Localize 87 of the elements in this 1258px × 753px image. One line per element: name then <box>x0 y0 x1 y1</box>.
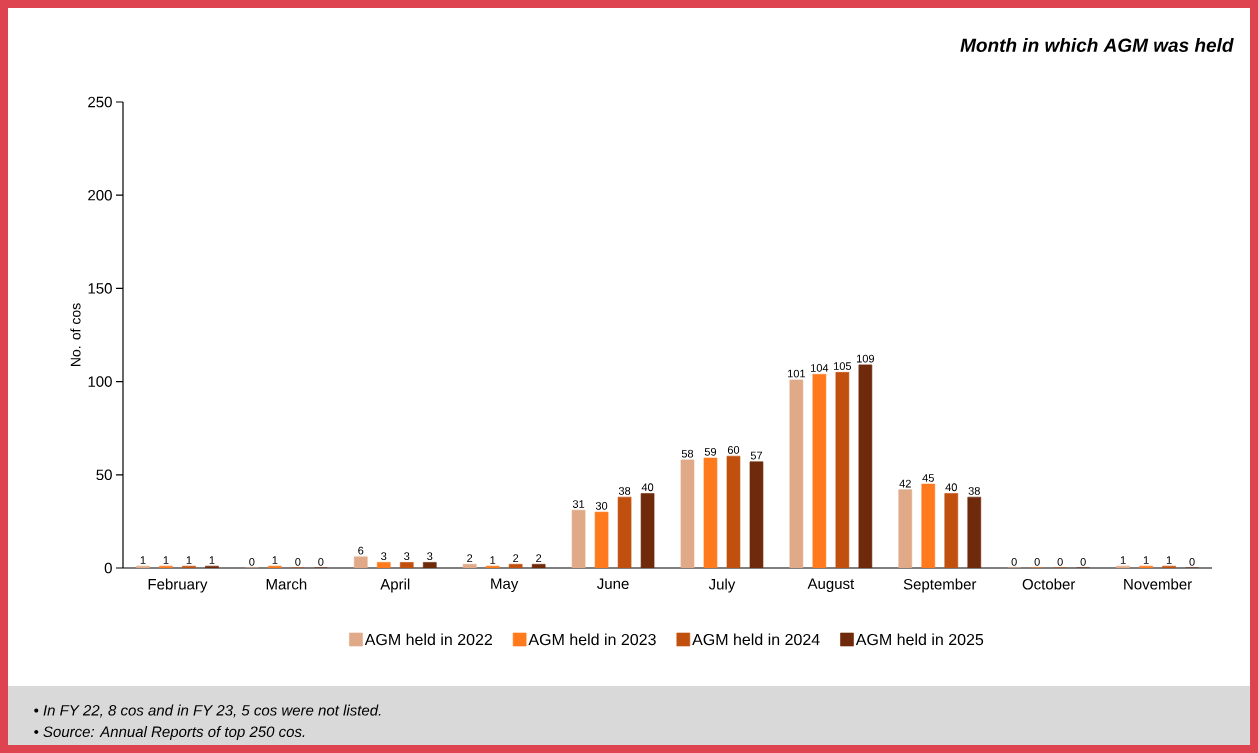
data-label: 0 <box>1057 557 1063 566</box>
data-label: 105 <box>834 362 852 370</box>
data-label: 30 <box>595 502 608 510</box>
y-tick-label: 150 <box>88 283 112 294</box>
data-label: 1 <box>186 556 192 564</box>
data-label: 1 <box>272 556 278 564</box>
chart-title: Month in which AGM was held <box>960 38 1234 52</box>
bar <box>422 562 437 568</box>
x-tick-label: October <box>1022 578 1076 590</box>
data-label: 40 <box>641 483 654 492</box>
data-label: 31 <box>572 500 585 508</box>
data-label: 38 <box>618 487 631 495</box>
data-label: 1 <box>1120 556 1126 564</box>
legend-label: AGM held in 2023 <box>528 633 656 646</box>
bar <box>812 373 827 568</box>
data-label: 0 <box>1011 557 1017 566</box>
data-label: 1 <box>490 556 496 564</box>
data-label: 59 <box>704 447 717 456</box>
y-tick-label: 250 <box>88 96 112 108</box>
bar <box>789 379 804 568</box>
bar <box>571 509 586 568</box>
legend-label: AGM held in 2022 <box>364 633 492 646</box>
data-label: 1 <box>1166 556 1172 564</box>
x-tick-label: August <box>807 578 855 592</box>
x-tick-label: November <box>1124 578 1192 590</box>
data-label: 38 <box>968 487 980 495</box>
data-label: 3 <box>381 552 387 561</box>
bar <box>749 461 764 568</box>
data-label: 3 <box>427 552 433 561</box>
data-label: 2 <box>536 554 542 562</box>
bar <box>967 496 982 568</box>
x-tick-label: July <box>708 578 736 593</box>
bar <box>898 489 913 568</box>
data-label: 109 <box>857 354 875 363</box>
bar <box>921 483 936 568</box>
data-label: 3 <box>404 552 410 561</box>
y-tick-label: 100 <box>88 376 112 387</box>
x-tick-label: February <box>148 578 208 593</box>
x-tick-label: March <box>266 578 307 590</box>
text: • In FY 22, 8 cos and in FY 23, 5 cos were not listed. <box>34 704 381 718</box>
data-label: 1 <box>209 556 215 564</box>
bar <box>726 455 741 568</box>
data-label: 101 <box>788 369 806 378</box>
bar <box>594 511 609 568</box>
data-label: 6 <box>358 546 364 555</box>
bar <box>835 371 850 568</box>
x-tick-label: April <box>380 578 410 593</box>
bar <box>399 562 414 568</box>
data-label: 1 <box>163 556 169 564</box>
data-label: 0 <box>1189 557 1195 566</box>
bar <box>640 493 655 568</box>
y-tick-label: 200 <box>88 189 112 201</box>
data-label: 57 <box>750 451 763 460</box>
bar <box>462 563 477 568</box>
bar <box>376 562 391 568</box>
bar <box>353 556 368 568</box>
bar <box>531 563 546 568</box>
data-label: 104 <box>811 364 829 372</box>
data-label: 40 <box>945 483 957 492</box>
data-label: 42 <box>899 479 911 488</box>
data-label: 58 <box>681 449 694 458</box>
data-label: 0 <box>1080 557 1086 566</box>
data-label: 2 <box>513 554 519 562</box>
data-label: 60 <box>727 446 740 454</box>
bar <box>680 459 695 568</box>
y-axis-title: No. of cos <box>70 303 81 367</box>
x-tick-label: September <box>903 578 977 593</box>
data-label: 0 <box>318 557 324 566</box>
y-tick-label: 0 <box>104 562 112 574</box>
data-label: 45 <box>922 474 934 482</box>
data-label: 1 <box>1143 556 1149 564</box>
bar <box>703 457 718 568</box>
legend-label: AGM held in 2025 <box>855 633 984 646</box>
bar <box>944 493 959 568</box>
x-tick-label: June <box>597 578 629 589</box>
text: • Source: Annual Reports of top 250 cos. <box>34 726 305 740</box>
data-label: 0 <box>295 557 301 566</box>
data-label: 0 <box>249 557 255 566</box>
data-label: 2 <box>467 554 473 562</box>
x-tick-label: May <box>491 578 519 592</box>
bar <box>508 563 523 568</box>
bar <box>617 496 632 568</box>
data-label: 0 <box>1034 557 1040 566</box>
data-label: 1 <box>140 556 146 564</box>
y-tick-label: 50 <box>96 469 112 481</box>
legend-label: AGM held in 2024 <box>692 633 820 646</box>
bar <box>858 364 873 568</box>
